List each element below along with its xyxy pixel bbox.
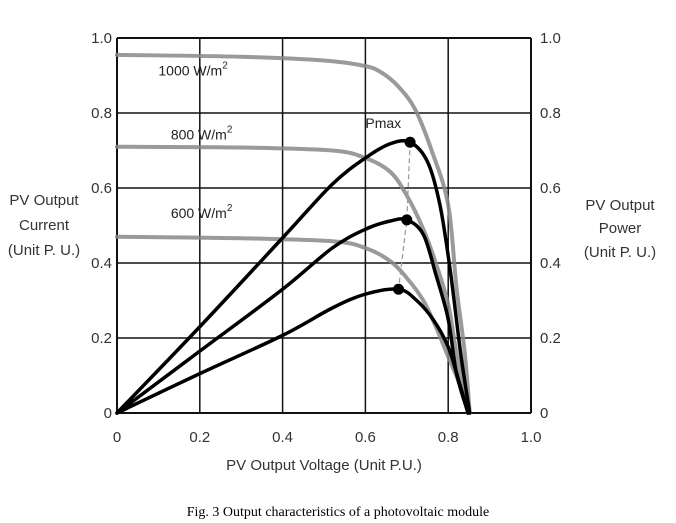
x-tick-label: 1.0: [521, 429, 542, 446]
x-axis-title: PV Output Voltage (Unit P.U.): [226, 457, 422, 474]
curve-annotation: Pmax: [365, 115, 401, 131]
current-curve-800: [115, 144, 471, 415]
right-y-tick-label: 0.4: [540, 255, 561, 272]
curve-annotation: 1000 W/m2: [158, 61, 228, 79]
left-y-tick-label: 0.6: [91, 180, 112, 197]
x-tick-label: 0: [113, 429, 121, 446]
right-y-tick-label: 0.2: [540, 330, 561, 347]
right-y-tick-label: 0: [540, 405, 548, 422]
pmax-locus-line: [397, 142, 411, 290]
x-tick-label: 0.8: [438, 429, 459, 446]
pmax-point: [393, 283, 405, 295]
svg-text:PV Output: PV Output: [585, 197, 655, 214]
right-y-tick-label: 0.6: [540, 180, 561, 197]
current-curve-600: [115, 234, 471, 415]
left-y-tick-label: 1.0: [91, 30, 112, 47]
power-curve-800: [115, 217, 470, 415]
pmax-point: [401, 214, 413, 226]
svg-text:(Unit P. U.): (Unit P. U.): [584, 244, 656, 261]
svg-text:PV Output: PV Output: [9, 192, 79, 209]
right-y-tick-label: 0.8: [540, 105, 561, 122]
left-y-tick-label: 0.8: [91, 105, 112, 122]
curve-annotation: 600 W/m2: [171, 203, 233, 221]
pmax-point: [404, 136, 416, 148]
svg-text:(Unit P. U.): (Unit P. U.): [8, 242, 80, 259]
right-axis-title: PV Output Power (Unit P. U.): [584, 197, 656, 261]
curve-annotation: 800 W/m2: [171, 124, 233, 142]
power-curve-600: [115, 287, 470, 415]
figure-caption: Fig. 3 Output characteristics of a photo…: [187, 505, 489, 520]
left-y-tick-label: 0: [104, 405, 112, 422]
power-curve-1000: [115, 138, 472, 415]
left-y-tick-label: 0.4: [91, 255, 112, 272]
right-y-tick-label: 1.0: [540, 30, 561, 47]
current-curve-1000: [115, 52, 472, 415]
x-tick-label: 0.2: [189, 429, 210, 446]
left-y-tick-label: 0.2: [91, 330, 112, 347]
svg-text:Current: Current: [19, 217, 70, 234]
svg-text:Power: Power: [599, 220, 642, 237]
x-tick-label: 0.6: [355, 429, 376, 446]
left-axis-title: PV Output Current (Unit P. U.): [8, 192, 80, 259]
x-tick-label: 0.4: [272, 429, 293, 446]
